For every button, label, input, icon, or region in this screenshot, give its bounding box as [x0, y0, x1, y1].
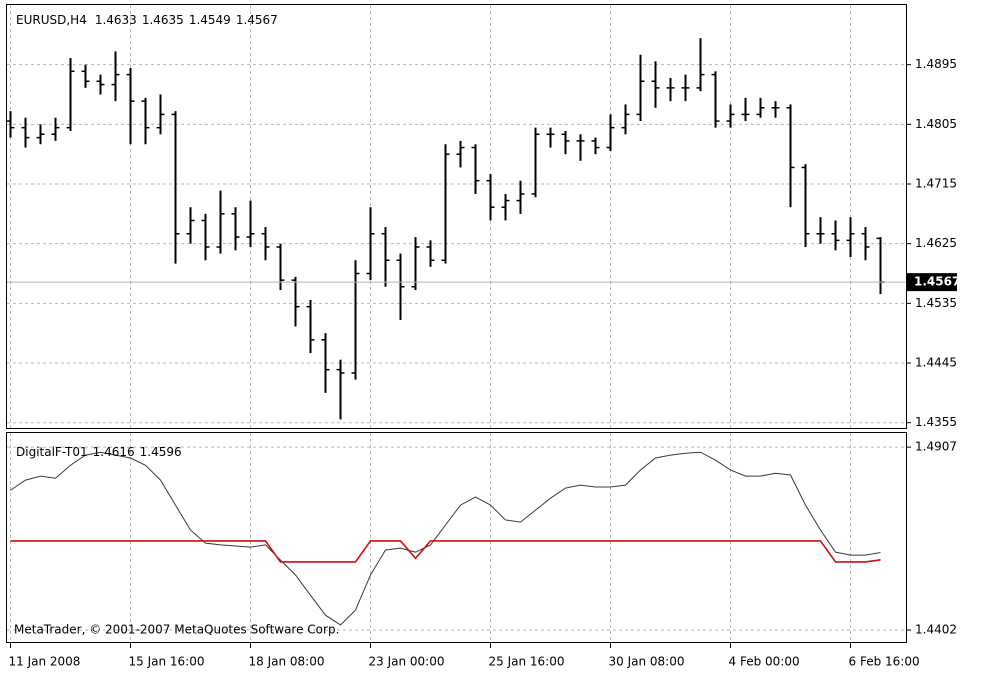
main-pane: [6, 4, 907, 429]
y-tick-label: 1.4445: [915, 356, 957, 370]
x-tick-label: 6 Feb 16:00: [849, 655, 920, 669]
x-tick-label: 11 Jan 2008: [9, 655, 81, 669]
x-tick-label: 15 Jan 16:00: [129, 655, 205, 669]
indicator-value: 1.4596: [140, 445, 182, 459]
indicator-header: DigitalF-T01 1.4616 1.4596: [16, 445, 182, 459]
last-open: 1.4633: [95, 13, 137, 27]
x-tick-label: 4 Feb 00:00: [729, 655, 800, 669]
y-tick-label: 1.4715: [915, 177, 957, 191]
marks: [6, 38, 906, 626]
current-price-box: [907, 273, 957, 292]
indicator-value: 1.4616: [93, 445, 135, 459]
last-high: 1.4635: [142, 13, 184, 27]
indicator-pane: [6, 432, 907, 643]
y-tick-label: 1.4535: [915, 296, 957, 310]
y-tick-label: 1.4907: [915, 440, 957, 454]
copyright: MetaTrader, © 2001-2007 MetaQuotes Softw…: [14, 623, 339, 637]
y-tick-label: 1.4355: [915, 415, 957, 429]
indicator-line: [10, 451, 881, 626]
x-tick-label: 23 Jan 00:00: [369, 655, 445, 669]
x-tick-label: 25 Jan 16:00: [489, 655, 565, 669]
x-tick-label: 18 Jan 08:00: [249, 655, 325, 669]
x-tick-label: 30 Jan 08:00: [609, 655, 685, 669]
y-tick-label: 1.4895: [915, 57, 957, 71]
y-tick-label: 1.4402: [915, 623, 957, 637]
last-low: 1.4549: [189, 13, 231, 27]
y-tick-label: 1.4625: [915, 236, 957, 250]
symbol: EURUSD,H4: [16, 13, 87, 27]
indicator-line: [10, 540, 881, 563]
last-close: 1.4567: [236, 13, 278, 27]
current-price-label: 1.4567: [914, 275, 960, 289]
y-tick-label: 1.4805: [915, 117, 957, 131]
main-header: EURUSD,H4 1.4633 1.4635 1.4549 1.4567: [16, 13, 278, 27]
indicator-name: DigitalF-T01: [16, 445, 88, 459]
